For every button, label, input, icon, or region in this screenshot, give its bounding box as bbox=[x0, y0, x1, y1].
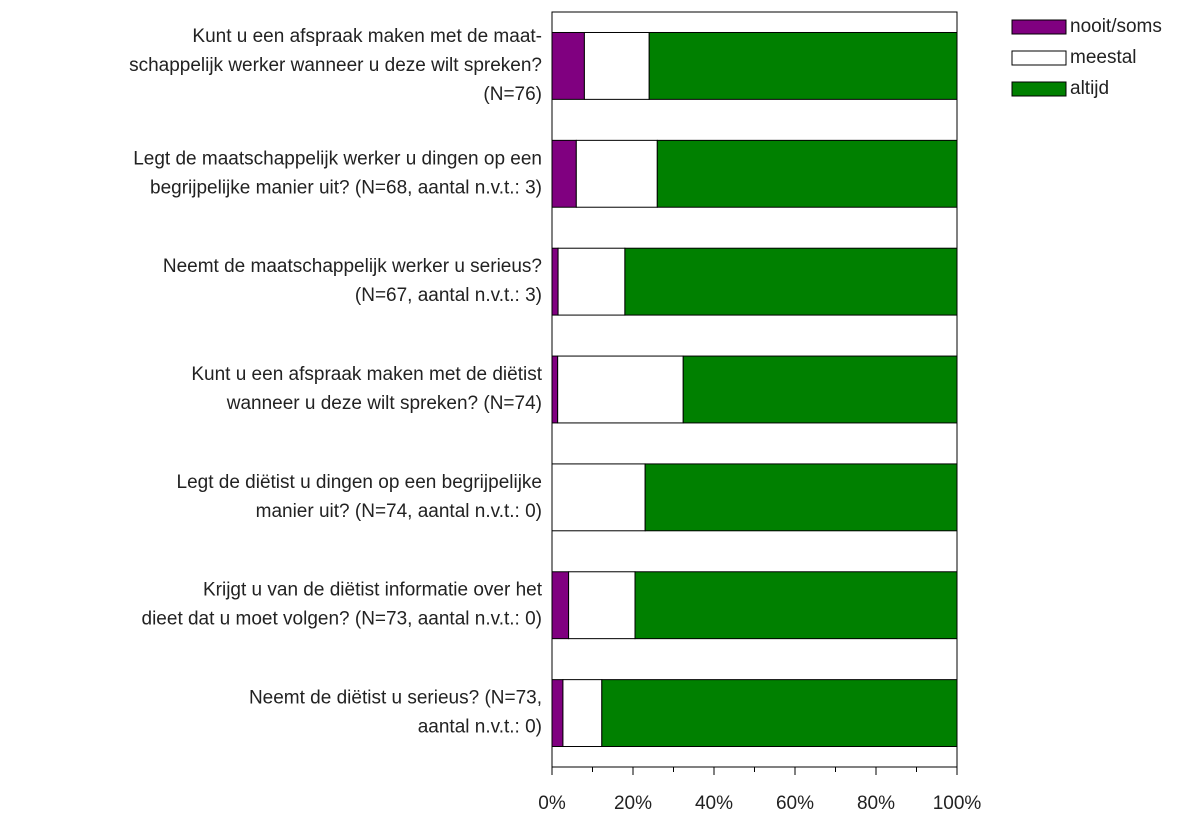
bar-segment bbox=[634, 571, 958, 640]
label-line: Kunt u een afspraak maken met de diëtist bbox=[191, 364, 542, 385]
y-tick-label: Kunt u een afspraak maken met de diëtist… bbox=[191, 364, 542, 414]
bar-segment bbox=[648, 31, 958, 100]
y-tick-label: Legt de diëtist u dingen op een begrijpe… bbox=[177, 472, 543, 522]
bar-segment bbox=[551, 31, 585, 100]
bar-segment bbox=[551, 355, 559, 424]
bar-segment bbox=[551, 571, 570, 640]
label-line: Kunt u een afspraak maken met de maat- bbox=[192, 26, 542, 47]
label-line: manier uit? (N=74, aantal n.v.t.: 0) bbox=[256, 501, 542, 522]
label-line: (N=76) bbox=[483, 84, 542, 105]
label-line: (N=67, aantal n.v.t.: 3) bbox=[355, 285, 542, 306]
bar-segment bbox=[583, 31, 650, 100]
label-line: Legt de maatschappelijk werker u dingen … bbox=[133, 148, 542, 169]
label-line: aantal n.v.t.: 0) bbox=[418, 717, 542, 738]
y-tick-label: Krijgt u van de diëtist informatie over … bbox=[142, 580, 543, 630]
y-tick-label: Kunt u een afspraak maken met de maat-sc… bbox=[129, 26, 542, 105]
legend-swatch bbox=[1011, 81, 1067, 97]
y-tick-label: Legt de maatschappelijk werker u dingen … bbox=[133, 148, 542, 198]
bar-segment bbox=[551, 463, 646, 532]
label-line: Neemt de maatschappelijk werker u serieu… bbox=[163, 256, 542, 277]
label-line: Krijgt u van de diëtist informatie over … bbox=[203, 580, 543, 601]
bar-segment bbox=[551, 139, 577, 208]
y-tick-label: Neemt de maatschappelijk werker u serieu… bbox=[163, 256, 542, 306]
x-tick-label: 40% bbox=[695, 793, 733, 814]
label-line: begrijpelijke manier uit? (N=68, aantal … bbox=[150, 177, 542, 198]
legend-swatch bbox=[1011, 50, 1067, 66]
bar-segment bbox=[624, 247, 958, 316]
legend-label: altijd bbox=[1070, 78, 1109, 99]
bar-segment bbox=[562, 679, 603, 748]
bar-segment bbox=[557, 355, 684, 424]
bar-segment bbox=[575, 139, 658, 208]
bar-segment bbox=[551, 247, 559, 316]
x-tick-label: 20% bbox=[614, 793, 652, 814]
legend-label: nooit/soms bbox=[1070, 16, 1162, 37]
label-line: Legt de diëtist u dingen op een begrijpe… bbox=[177, 472, 543, 493]
legend-label: meestal bbox=[1070, 47, 1137, 68]
legend-swatch bbox=[1011, 19, 1067, 35]
label-line: dieet dat u moet volgen? (N=73, aantal n… bbox=[142, 609, 542, 630]
bar-segment bbox=[682, 355, 958, 424]
bar-segment bbox=[656, 139, 958, 208]
label-line: schappelijk werker wanneer u deze wilt s… bbox=[129, 55, 542, 76]
x-tick-label: 0% bbox=[538, 793, 566, 814]
bar-segment bbox=[601, 679, 958, 748]
x-tick-label: 60% bbox=[776, 793, 814, 814]
label-line: wanneer u deze wilt spreken? (N=74) bbox=[226, 393, 542, 414]
bar-segment bbox=[568, 571, 636, 640]
x-tick-label: 80% bbox=[857, 793, 895, 814]
bar-segment bbox=[644, 463, 958, 532]
x-tick-label: 100% bbox=[933, 793, 982, 814]
y-tick-label: Neemt de diëtist u serieus? (N=73, aantal… bbox=[249, 688, 542, 738]
bar-segment bbox=[551, 679, 564, 748]
label-line: Neemt de diëtist u serieus? (N=73, bbox=[249, 688, 542, 709]
bar-segment bbox=[557, 247, 626, 316]
